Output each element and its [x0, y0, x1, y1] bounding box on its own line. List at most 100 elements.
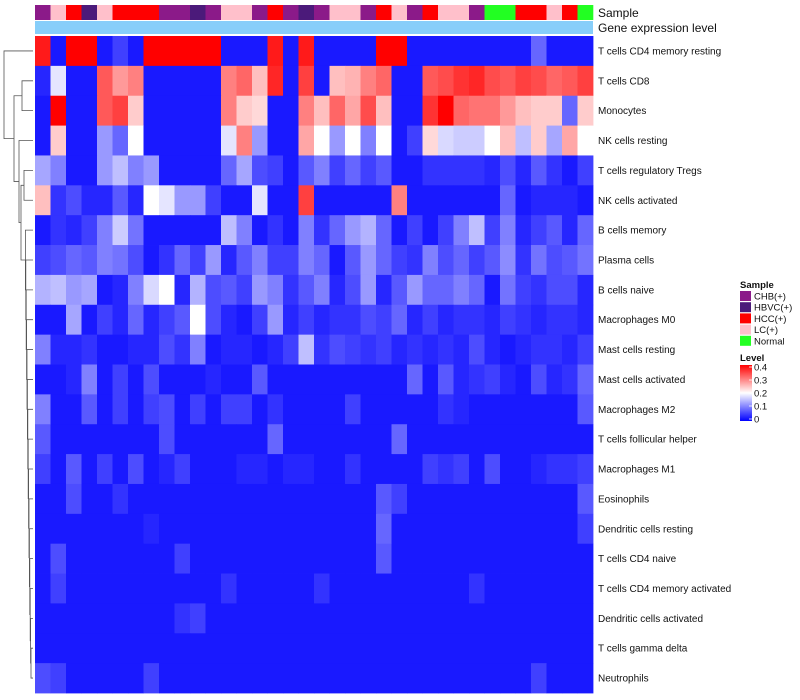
heatmap-cell [453, 543, 470, 574]
sample-annotation-cell [577, 5, 594, 20]
sample-annotation-cell [500, 5, 516, 20]
heatmap-cell [236, 603, 253, 634]
heatmap-cell [81, 215, 98, 246]
heatmap-cell [314, 36, 330, 67]
legend-label: HCC(+) [754, 314, 786, 325]
heatmap-cell [159, 36, 175, 67]
heatmap-cell [128, 424, 144, 455]
heatmap-cell [190, 274, 206, 306]
heatmap-cell [190, 36, 206, 67]
sample-annotation-cell [438, 5, 454, 20]
heatmap-cell [81, 364, 98, 395]
heatmap-cell [562, 245, 578, 276]
heatmap-cell [205, 633, 222, 664]
heatmap-cell [345, 215, 361, 246]
heatmap-cell [469, 513, 485, 545]
heatmap-cell [66, 483, 82, 515]
row-label: Mast cells activated [598, 375, 685, 386]
heatmap-cell [500, 334, 516, 365]
heatmap-cell [190, 573, 206, 604]
heatmap-cell [329, 364, 346, 395]
heatmap-cell [484, 364, 501, 395]
heatmap-cell [298, 513, 315, 545]
heatmap-cell [50, 424, 67, 455]
heatmap-cell [546, 603, 563, 634]
heatmap-cell [159, 215, 175, 246]
heatmap-cell [205, 603, 222, 634]
heatmap-cell [360, 454, 377, 485]
heatmap-cell [562, 274, 578, 306]
heatmap-cell [438, 215, 454, 246]
heatmap-cell [360, 185, 377, 216]
heatmap-cell [531, 334, 547, 365]
heatmap-cell [345, 513, 361, 545]
heatmap-cell [143, 245, 160, 276]
heatmap-cell [562, 633, 578, 664]
heatmap-cell [515, 483, 532, 515]
sample-annotation-cell [81, 5, 98, 20]
heatmap-cell [469, 65, 485, 97]
heatmap-cell [112, 95, 129, 126]
heatmap-cell [438, 334, 454, 365]
heatmap-cell [562, 155, 578, 186]
heatmap-cell [345, 633, 361, 664]
heatmap-cell [50, 483, 67, 515]
heatmap-cell [531, 364, 547, 395]
heatmap-cell [438, 663, 454, 694]
heatmap-cell [298, 483, 315, 515]
heatmap-cell [500, 424, 516, 455]
heatmap-cell [484, 95, 501, 126]
heatmap-cell [453, 334, 470, 365]
heatmap-cell [50, 454, 67, 485]
heatmap-cell [221, 663, 237, 694]
heatmap-cell [329, 125, 346, 156]
heatmap-cell [407, 424, 423, 455]
heatmap-cell [35, 543, 51, 574]
heatmap-cell [360, 633, 377, 664]
heatmap-cell [329, 245, 346, 276]
heatmap-cell [469, 245, 485, 276]
heatmap-cell [391, 454, 408, 485]
heatmap-cell [376, 95, 392, 126]
heatmap-cell [407, 483, 423, 515]
heatmap-cell [329, 483, 346, 515]
heatmap-cell [376, 274, 392, 306]
heatmap-cell [35, 304, 51, 336]
heatmap-cell [407, 334, 423, 365]
heatmap-cell [174, 36, 191, 67]
heatmap-cell [267, 215, 284, 246]
heatmap-cell [190, 65, 206, 97]
heatmap-cell [577, 215, 594, 246]
dendrogram-branch [20, 184, 26, 261]
heatmap-cell [66, 125, 82, 156]
sample-annotation-track [35, 5, 594, 20]
heatmap-cell [267, 603, 284, 634]
legend-sample-title: Sample [740, 280, 774, 291]
heatmap-cell [500, 65, 516, 97]
heatmap-cell [97, 663, 113, 694]
heatmap-cell [298, 65, 315, 97]
heatmap-cell [143, 513, 160, 545]
heatmap-cell [391, 633, 408, 664]
heatmap-cell [252, 454, 268, 485]
heatmap-cell [577, 36, 594, 67]
heatmap-cell [50, 65, 67, 97]
heatmap-cell [174, 95, 191, 126]
heatmap-cell [128, 364, 144, 395]
heatmap-cell [546, 394, 563, 425]
heatmap-cell [236, 663, 253, 694]
heatmap-cell [283, 573, 299, 604]
heatmap-cell [329, 185, 346, 216]
heatmap-cell [35, 125, 51, 156]
heatmap-cell [376, 603, 392, 634]
heatmap-cell [376, 483, 392, 515]
heatmap-cell [174, 663, 191, 694]
heatmap-cell [531, 543, 547, 574]
heatmap-cell [221, 155, 237, 186]
heatmap-cell [469, 483, 485, 515]
heatmap-cell [112, 36, 129, 67]
sample-annotation-cell [252, 5, 268, 20]
heatmap-cell [438, 95, 454, 126]
heatmap-cell [484, 543, 501, 574]
heatmap-cell [66, 95, 82, 126]
